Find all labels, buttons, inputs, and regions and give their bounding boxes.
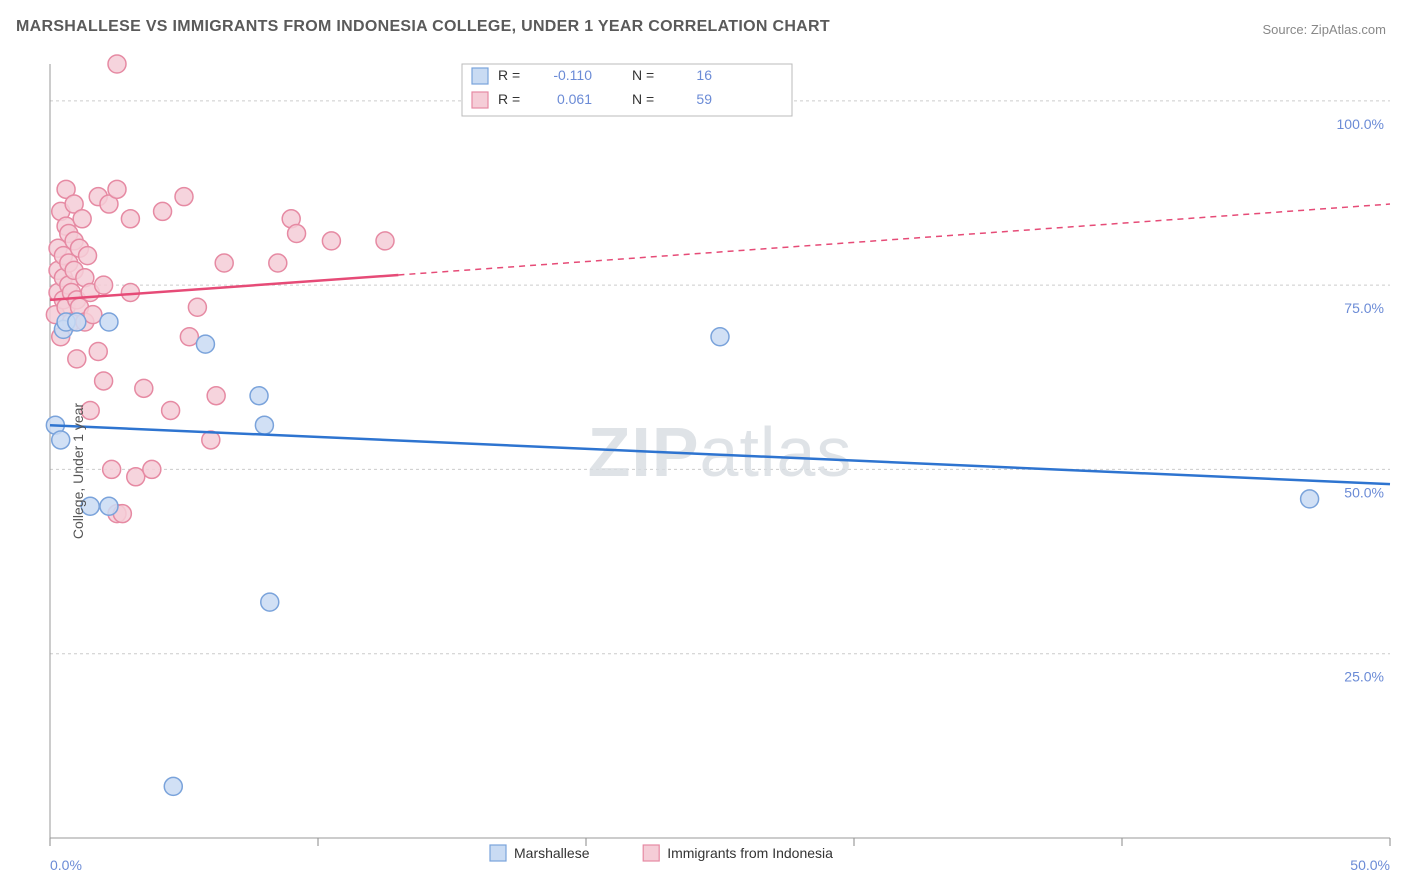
scatter-chart: 25.0% 50.0% 75.0% 100.0% ZIPatlas 0.0% 50.0% R …	[0, 50, 1406, 892]
x-tick-label: 50.0%	[1350, 857, 1390, 873]
data-point	[143, 460, 161, 478]
source-label: Source: ZipAtlas.com	[1262, 22, 1386, 37]
legend-r-label: R =	[498, 67, 520, 83]
trend-line-dashed	[398, 204, 1390, 275]
y-tick-label: 50.0%	[1344, 484, 1384, 500]
data-point	[95, 276, 113, 294]
data-point	[127, 468, 145, 486]
legend-swatch	[472, 92, 488, 108]
data-point	[108, 55, 126, 73]
data-point	[73, 210, 91, 228]
data-point	[154, 202, 172, 220]
data-point	[207, 387, 225, 405]
legend-n-label: N =	[632, 67, 654, 83]
data-point	[196, 335, 214, 353]
series-name: Immigrants from Indonesia	[667, 845, 833, 861]
legend-n-value: 16	[696, 67, 712, 83]
data-point	[95, 372, 113, 390]
data-point	[288, 225, 306, 243]
data-point	[261, 593, 279, 611]
data-point	[121, 210, 139, 228]
data-point	[68, 350, 86, 368]
data-point	[135, 379, 153, 397]
data-point	[322, 232, 340, 250]
data-point	[711, 328, 729, 346]
data-point	[269, 254, 287, 272]
legend-r-value: -0.110	[553, 67, 592, 83]
y-axis-label: College, Under 1 year	[70, 403, 86, 539]
chart-title: MARSHALLESE VS IMMIGRANTS FROM INDONESIA…	[16, 18, 830, 36]
source-link[interactable]: ZipAtlas.com	[1311, 22, 1386, 37]
data-point	[79, 247, 97, 265]
source-prefix: Source:	[1262, 22, 1310, 37]
data-point	[100, 497, 118, 515]
data-point	[162, 401, 180, 419]
data-point	[175, 188, 193, 206]
data-point	[255, 416, 273, 434]
data-point	[103, 460, 121, 478]
data-point	[1301, 490, 1319, 508]
data-point	[164, 777, 182, 795]
data-point	[108, 180, 126, 198]
y-tick-label: 100.0%	[1337, 116, 1384, 132]
data-point	[89, 342, 107, 360]
data-point	[68, 313, 86, 331]
legend-r-label: R =	[498, 91, 520, 107]
data-point	[52, 431, 70, 449]
y-tick-label: 25.0%	[1344, 669, 1384, 685]
data-point	[188, 298, 206, 316]
legend-n-label: N =	[632, 91, 654, 107]
chart-area: College, Under 1 year 25.0% 50.0% 75.0% 100…	[0, 50, 1406, 892]
y-tick-label: 75.0%	[1344, 300, 1384, 316]
data-point	[376, 232, 394, 250]
legend-r-value: 0.061	[557, 91, 592, 107]
data-point	[250, 387, 268, 405]
series-name: Marshallese	[514, 845, 590, 861]
legend-swatch	[643, 845, 659, 861]
x-tick-label: 0.0%	[50, 857, 82, 873]
legend-n-value: 59	[696, 91, 712, 107]
legend-swatch	[472, 68, 488, 84]
data-point	[84, 306, 102, 324]
data-point	[215, 254, 233, 272]
watermark: ZIPatlas	[588, 413, 853, 491]
data-point	[180, 328, 198, 346]
legend-swatch	[490, 845, 506, 861]
data-point	[100, 313, 118, 331]
